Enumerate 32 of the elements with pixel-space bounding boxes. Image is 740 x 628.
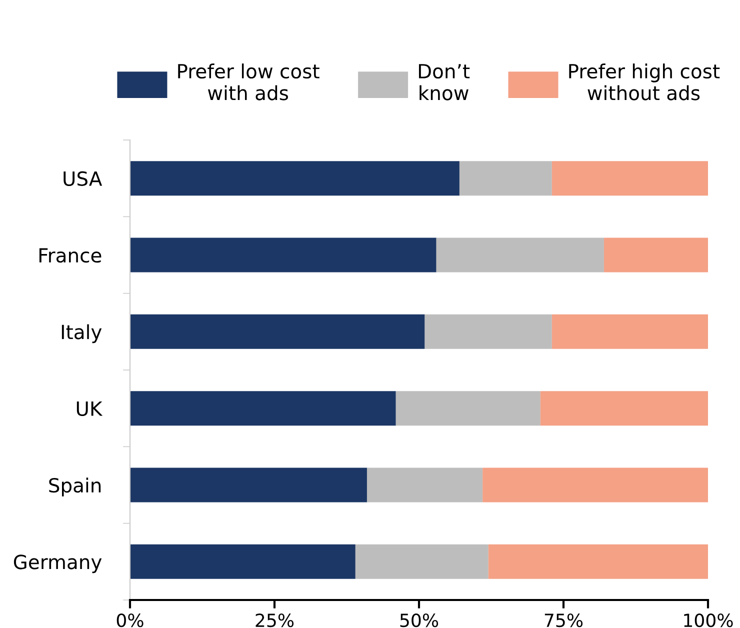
- bar: [130, 468, 367, 502]
- bar: [130, 314, 425, 349]
- bar: [355, 544, 488, 579]
- bar: [540, 391, 708, 426]
- bar: [366, 468, 483, 502]
- y-tick-label: USA: [64, 171, 102, 186]
- x-tick-label: 75%: [544, 614, 583, 628]
- bar: [396, 391, 540, 426]
- bar: [552, 314, 708, 349]
- bar: [552, 161, 708, 196]
- x-tick-label: 25%: [256, 614, 294, 628]
- x-tick-label: 0%: [116, 614, 144, 628]
- y-tick-label: Germany: [14, 554, 102, 574]
- x-tick-label: 100%: [684, 614, 733, 628]
- y-tick-label: Spain: [49, 478, 101, 496]
- bar: [130, 544, 356, 579]
- bar: [130, 161, 460, 196]
- y-tick-label: UK: [76, 402, 103, 416]
- legend-label: Prefer low cost with ads: [178, 64, 320, 100]
- bar: [424, 314, 552, 349]
- bar: [488, 544, 708, 579]
- bar: [459, 161, 552, 196]
- legend-label: Prefer high cost without ads: [569, 64, 720, 100]
- legend-label: Don’t know: [418, 64, 470, 100]
- y-tick-label: Italy: [62, 324, 102, 344]
- bar: [482, 468, 708, 502]
- bar: [130, 391, 396, 426]
- x-tick-label: 50%: [400, 614, 438, 628]
- bar: [604, 238, 708, 272]
- y-tick-label: France: [39, 248, 102, 263]
- bar: [130, 238, 436, 272]
- bar: [436, 238, 604, 272]
